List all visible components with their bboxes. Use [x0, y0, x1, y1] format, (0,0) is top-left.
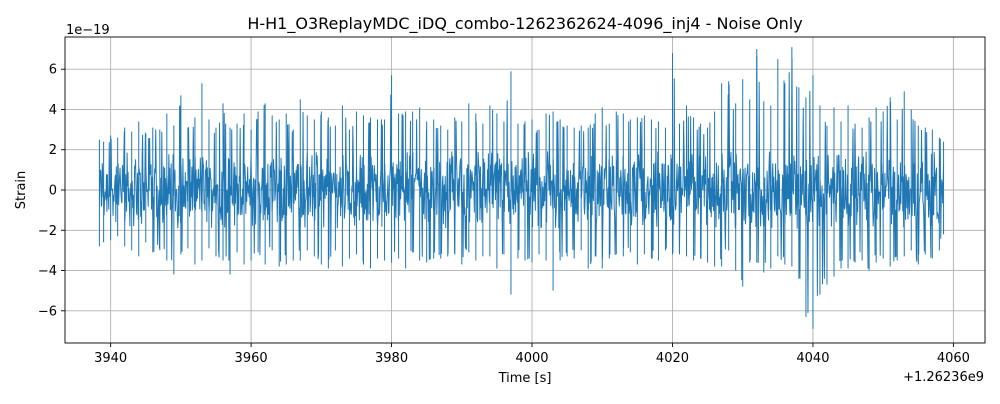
series-group	[98, 47, 945, 329]
y-tick-label: −6	[38, 304, 57, 319]
y-tick-label: −2	[38, 224, 57, 239]
x-tick-label: 4040	[796, 351, 829, 366]
y-scale-offset-text: 1e−19	[66, 23, 110, 38]
x-tick-label: 3960	[235, 351, 268, 366]
x-tick-label: 4000	[515, 351, 548, 366]
x-axis-label: Time [s]	[498, 371, 552, 386]
chart-title: H-H1_O3ReplayMDC_iDQ_combo-1262362624-40…	[247, 14, 802, 34]
x-tick-label: 4060	[937, 351, 970, 366]
y-tick-label: 6	[49, 63, 57, 78]
strain-series-line	[98, 55, 945, 314]
axis-ticks: 3940 3960 3980 4000 4020 4040 4060 −6 −4 −2 0 2 4 6	[38, 63, 970, 366]
x-tick-label: 3980	[375, 351, 408, 366]
y-axis-label: Strain	[14, 171, 29, 210]
x-tick-label: 4020	[656, 351, 689, 366]
y-tick-label: 4	[49, 103, 57, 118]
x-offset-text: +1.26236e9	[903, 370, 984, 385]
y-tick-label: 0	[49, 184, 57, 199]
y-tick-label: 2	[49, 143, 57, 158]
x-tick-label: 3940	[94, 351, 127, 366]
y-tick-label: −4	[38, 264, 57, 279]
